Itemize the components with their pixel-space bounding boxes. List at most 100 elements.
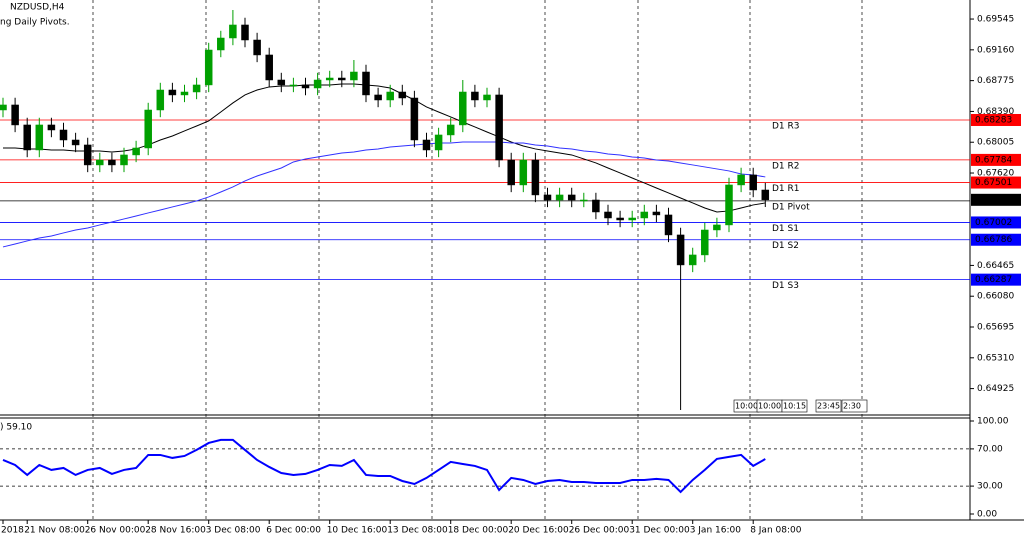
candle-body	[108, 159, 116, 166]
x-tick-label: 26 Dec 00:00	[569, 526, 630, 536]
candle-body	[422, 139, 431, 151]
candle-body	[338, 77, 346, 81]
candle-body	[507, 159, 515, 186]
y-tick-label: 0.68005	[977, 138, 1014, 148]
time-label: 23:45	[817, 402, 840, 411]
y-tick-label: 0.69545	[977, 15, 1014, 25]
y-tick-label: 0.66080	[977, 292, 1014, 302]
y-tick-label: 0.68775	[977, 76, 1014, 86]
candle-body	[0, 104, 7, 111]
pivot-name: D1 S3	[772, 281, 799, 291]
y-tick-label: 0.69160	[977, 45, 1014, 55]
price-box	[971, 273, 1021, 286]
candle-body	[495, 94, 503, 161]
time-label: 10:00	[735, 402, 758, 411]
candle-body	[23, 124, 31, 151]
candle-body	[676, 234, 685, 266]
x-tick-label: 13 Dec 08:00	[387, 526, 448, 536]
pivot-name: D1 R1	[772, 184, 800, 194]
candle-body	[398, 91, 407, 99]
candle-body	[604, 211, 612, 219]
candle-body	[725, 184, 733, 226]
candle-body	[434, 134, 443, 151]
x-tick-label: 3 Jan 16:00	[690, 526, 742, 536]
y-tick-label: 0.68390	[977, 107, 1014, 117]
price-box	[971, 233, 1021, 246]
y-tick-label: 70.00	[977, 444, 1003, 454]
moving-average	[2, 141, 766, 248]
indicator-name: ng Daily Pivots.	[0, 18, 70, 28]
candle-body	[156, 89, 165, 111]
candle-body	[301, 84, 310, 89]
time-label: 10:00	[758, 402, 781, 411]
pivot-name: D1 R3	[772, 121, 800, 131]
pivot-name: D1 S1	[772, 224, 799, 234]
candle-body	[241, 24, 249, 41]
candle-body	[11, 104, 19, 126]
candle-body	[519, 159, 528, 186]
candle-body	[168, 89, 177, 96]
candle-body	[229, 24, 237, 39]
candle-body	[471, 91, 479, 101]
candle-body	[543, 194, 552, 201]
x-tick-label: 2018	[1, 526, 24, 536]
price-label: 0.67002	[975, 218, 1012, 228]
candle-body	[737, 174, 745, 186]
candle-body	[616, 217, 624, 221]
candle-body	[459, 91, 467, 126]
bid-label: 0.67285	[975, 195, 1012, 205]
y-tick-label: 0.65310	[977, 353, 1014, 363]
candle-body	[83, 144, 92, 166]
candle-body	[180, 91, 189, 96]
candle-body	[761, 189, 770, 201]
candle-body	[96, 159, 104, 166]
time-box	[815, 399, 842, 413]
rsi-title: ) 59.10	[0, 423, 32, 433]
candle-body	[749, 174, 757, 191]
candle-body	[204, 49, 213, 86]
candle-body	[71, 139, 80, 146]
candle-body	[253, 39, 261, 56]
candle-body	[664, 214, 673, 236]
pivot-name: D1 R2	[772, 161, 800, 171]
time-box	[781, 399, 808, 413]
time-label: 10:15	[783, 402, 806, 411]
x-tick-label: 21 Nov 08:00	[24, 526, 85, 536]
candle-body	[192, 84, 201, 93]
x-tick-label: 20 Dec 16:00	[508, 526, 569, 536]
candle-body	[592, 199, 600, 213]
price-box	[971, 176, 1021, 189]
y-tick-label: 30.00	[977, 482, 1003, 492]
y-tick-label: 100.00	[977, 417, 1009, 427]
candle-body	[555, 194, 564, 201]
candle-body	[277, 79, 286, 86]
x-tick-label: 3 Dec 08:00	[206, 526, 261, 536]
y-tick-label: 0.64925	[977, 384, 1014, 394]
x-tick-label: 10 Dec 16:00	[327, 526, 388, 536]
pivot-name: D1 Pivot	[772, 202, 810, 212]
price-box	[971, 153, 1021, 166]
y-tick-label: 0.00	[977, 510, 997, 520]
candle-body	[59, 129, 68, 141]
candle-body	[217, 37, 225, 51]
candle-body	[701, 229, 709, 256]
candle-body	[628, 217, 636, 221]
y-tick-label: 0.65695	[977, 323, 1014, 333]
candle-body	[446, 124, 455, 136]
price-box	[971, 216, 1021, 229]
candle-body	[567, 194, 576, 201]
candle-body	[325, 77, 334, 81]
price-label: 0.68283	[975, 115, 1012, 125]
moving-average	[3, 83, 766, 213]
y-tick-label: 0.67620	[977, 169, 1014, 179]
price-label: 0.67784	[975, 155, 1012, 165]
candle-body	[35, 124, 44, 151]
price-label: 0.66786	[975, 235, 1012, 245]
x-tick-label: 6 Dec 00:00	[266, 526, 321, 536]
price-label: 0.67501	[975, 178, 1012, 188]
candle-body	[374, 94, 382, 101]
candle-body	[47, 124, 56, 131]
candle-body	[350, 71, 358, 81]
chart-title: NZDUSD,H4	[10, 3, 65, 13]
